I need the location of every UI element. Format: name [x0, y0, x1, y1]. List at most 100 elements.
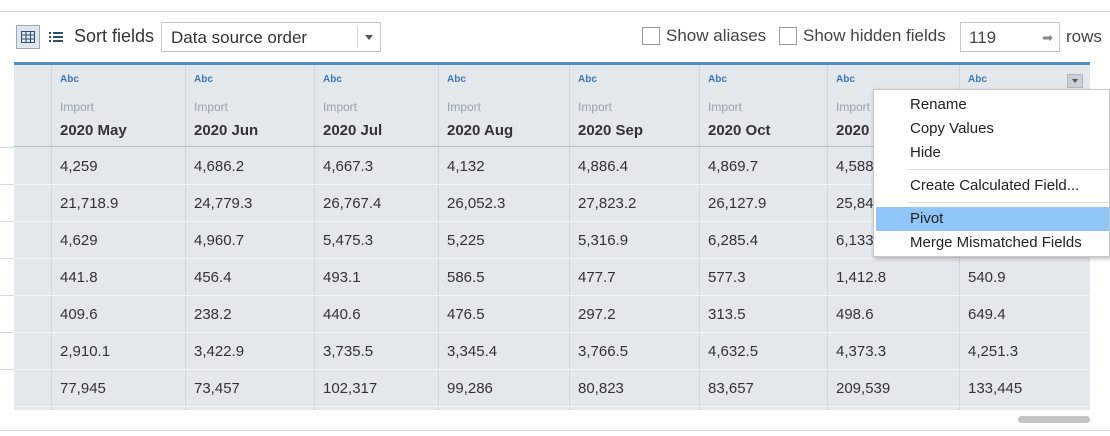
column-name: 2020 — [836, 122, 870, 139]
table-cell[interactable]: 649.4 — [968, 306, 1006, 323]
column-menu-dropdown-icon[interactable] — [1067, 74, 1083, 88]
table-cell[interactable]: 440.6 — [323, 306, 361, 323]
table-cell[interactable]: 21,718.9 — [60, 195, 119, 212]
table-cell[interactable]: 4,960.7 — [194, 232, 245, 249]
table-cell[interactable]: 540.9 — [968, 269, 1006, 286]
table-cell[interactable]: 83,657 — [708, 380, 754, 397]
sort-fields-select[interactable]: Data source order — [161, 22, 381, 52]
table-cell[interactable]: 4,667.3 — [323, 158, 374, 175]
table-cell[interactable]: 27,823.2 — [578, 195, 637, 212]
table-cell[interactable]: 26,127.9 — [708, 195, 767, 212]
table-cell[interactable]: 4,686.2 — [194, 158, 245, 175]
table-cell[interactable]: 99,286 — [447, 380, 493, 397]
column-header[interactable]: Abc Import 2020 Jul — [314, 65, 438, 147]
table-cell[interactable]: 577.3 — [708, 269, 746, 286]
table-cell[interactable]: 4,886.4 — [578, 158, 629, 175]
table-cell[interactable]: 209,539 — [836, 380, 891, 397]
column-header[interactable]: Abc Import 2020 Sep — [569, 65, 699, 147]
menu-item-copy-values[interactable]: Copy Values — [876, 117, 1109, 141]
table-cell[interactable]: 313.5 — [708, 306, 746, 323]
type-abc-icon[interactable]: Abc — [323, 74, 342, 85]
sort-fields-value: Data source order — [171, 28, 308, 47]
table-cell[interactable]: 102,317 — [323, 380, 378, 397]
table-cell[interactable]: 1,412.8 — [836, 269, 887, 286]
table-cell[interactable]: 24,779.3 — [194, 195, 253, 212]
menu-item-hide[interactable]: Hide — [876, 141, 1109, 165]
table-cell[interactable]: 297.2 — [578, 306, 616, 323]
column-header-active[interactable]: Abc — [959, 65, 1090, 147]
type-abc-icon[interactable]: Abc — [836, 74, 855, 85]
table-cell[interactable]: 4,632.5 — [708, 343, 759, 360]
column-header[interactable]: Abc Import 2020 Oct — [699, 65, 827, 147]
column-separator — [438, 65, 439, 410]
column-header[interactable]: Abc Import 2020 May — [51, 65, 185, 147]
table-cell[interactable]: 3,422.9 — [194, 343, 245, 360]
table-cell[interactable]: 441.8 — [60, 269, 98, 286]
table-cell[interactable]: 77,945 — [60, 380, 106, 397]
type-abc-icon[interactable]: Abc — [447, 74, 466, 85]
type-abc-icon[interactable]: Abc — [60, 74, 79, 85]
table-cell[interactable]: 4,629 — [60, 232, 98, 249]
table-cell[interactable]: 26,052.3 — [447, 195, 506, 212]
table-cell[interactable]: 4,251.3 — [968, 343, 1019, 360]
table-cell[interactable]: 477.7 — [578, 269, 616, 286]
top-strip — [0, 0, 1110, 12]
grid-header-row: Abc Import 2020 May Abc Import 2020 Jun … — [14, 65, 1090, 147]
table-cell[interactable]: 5,225 — [447, 232, 485, 249]
table-cell[interactable]: 25,84 — [836, 195, 874, 212]
table-cell[interactable]: 3,735.5 — [323, 343, 374, 360]
column-source: Import — [323, 100, 358, 114]
table-cell[interactable]: 4,132 — [447, 158, 485, 175]
table-cell[interactable]: 498.6 — [836, 306, 874, 323]
menu-item-create-calculated-field[interactable]: Create Calculated Field... — [876, 174, 1109, 198]
table-cell[interactable]: 133,445 — [968, 380, 1023, 397]
table-cell[interactable]: 73,457 — [194, 380, 240, 397]
table-cell[interactable]: 4,588 — [836, 158, 874, 175]
horizontal-scrollbar[interactable] — [1018, 416, 1090, 423]
table-cell[interactable]: 26,767.4 — [323, 195, 382, 212]
column-header[interactable]: Abc Import 2020 Aug — [438, 65, 569, 147]
column-source: Import — [194, 100, 229, 114]
table-cell[interactable]: 4,373.3 — [836, 343, 887, 360]
table-cell[interactable]: 456.4 — [194, 269, 232, 286]
column-header[interactable]: Abc Import 2020 Jun — [185, 65, 314, 147]
table-cell[interactable]: 4,869.7 — [708, 158, 759, 175]
type-abc-icon[interactable]: Abc — [708, 74, 727, 85]
table-cell[interactable]: 3,766.5 — [578, 343, 629, 360]
column-source: Import — [60, 100, 95, 114]
table-cell[interactable]: 80,823 — [578, 380, 624, 397]
menu-item-merge-mismatched-fields[interactable]: Merge Mismatched Fields — [876, 231, 1109, 255]
table-cell[interactable]: 409.6 — [60, 306, 98, 323]
table-cell[interactable]: 3,345.4 — [447, 343, 498, 360]
show-hidden-fields-label[interactable]: Show hidden fields — [803, 26, 946, 45]
column-source: Import — [447, 100, 482, 114]
column-header[interactable]: Abc Import 2020 — [827, 65, 959, 147]
rows-count-input[interactable]: 119 ➡ — [960, 22, 1060, 52]
list-view-button[interactable] — [46, 25, 66, 49]
menu-item-pivot[interactable]: Pivot — [876, 207, 1109, 231]
table-row: 409.6 238.2 440.6 476.5 297.2 313.5 498.6 649.4 — [14, 296, 1090, 333]
type-abc-icon[interactable]: Abc — [194, 74, 213, 85]
column-name: 2020 Sep — [578, 122, 644, 139]
grid-view-button[interactable] — [16, 25, 40, 49]
menu-item-label: Pivot — [910, 210, 944, 227]
table-cell[interactable]: 2,910.1 — [60, 343, 111, 360]
table-cell[interactable]: 493.1 — [323, 269, 361, 286]
table-cell[interactable]: 238.2 — [194, 306, 232, 323]
table-cell[interactable]: 5,475.3 — [323, 232, 374, 249]
table-cell[interactable]: 6,133 — [836, 232, 874, 249]
table-cell[interactable]: 4,259 — [60, 158, 98, 175]
table-row: 4,259 4,686.2 4,667.3 4,132 4,886.4 4,869.7 4,… — [14, 148, 1090, 185]
type-abc-icon[interactable]: Abc — [968, 74, 987, 85]
menu-item-rename[interactable]: Rename — [876, 93, 1109, 117]
show-hidden-fields-checkbox[interactable] — [779, 27, 797, 45]
show-aliases-label[interactable]: Show aliases — [666, 26, 767, 45]
table-cell[interactable]: 476.5 — [447, 306, 485, 323]
table-cell[interactable]: 5,316.9 — [578, 232, 629, 249]
column-context-menu: Rename Copy Values Hide Create Calculate… — [873, 89, 1110, 257]
type-abc-icon[interactable]: Abc — [578, 74, 597, 85]
table-cell[interactable]: 6,285.4 — [708, 232, 759, 249]
table-cell[interactable]: 586.5 — [447, 269, 485, 286]
arrow-right-icon[interactable]: ➡ — [1042, 30, 1053, 45]
show-aliases-checkbox[interactable] — [642, 27, 660, 45]
